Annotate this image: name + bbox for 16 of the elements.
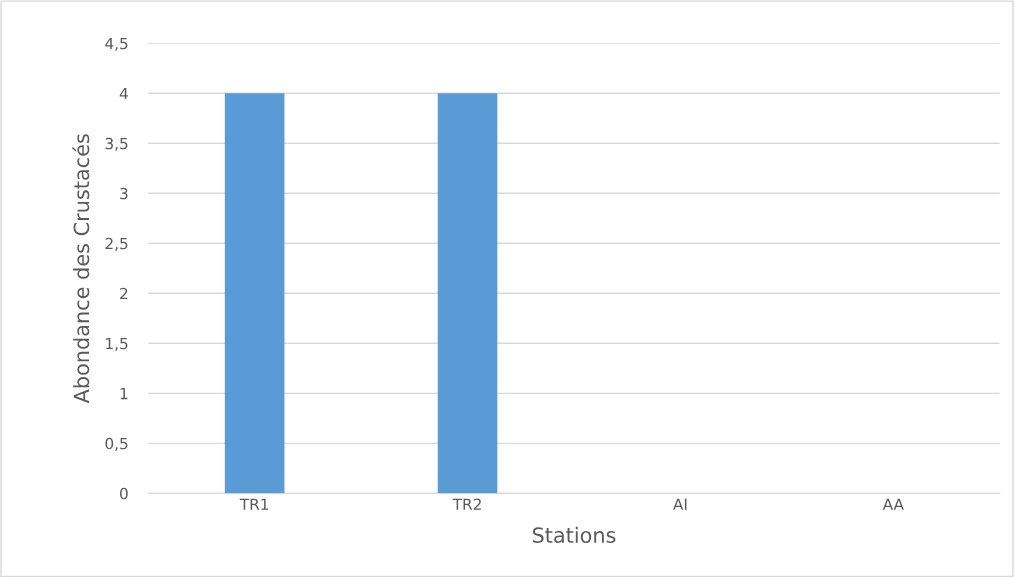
y-tick-label: 0,5 xyxy=(105,437,128,451)
y-tick-label: 3 xyxy=(120,187,128,200)
y-tick-label: 1,5 xyxy=(106,337,128,351)
y-tick-label: 2,5 xyxy=(105,237,128,251)
y-tick-label: 4 xyxy=(119,87,128,100)
y-tick-label: 4,5 xyxy=(105,37,128,51)
y-axis-title: Abondance des Crustacés xyxy=(72,134,90,404)
y-tick-label: 2 xyxy=(120,287,128,300)
y-tick-label: 1 xyxy=(120,387,128,400)
y-tick-label: 0 xyxy=(120,487,128,500)
x-tick-label: TR2 xyxy=(452,498,481,510)
x-axis-title: Stations xyxy=(532,526,616,543)
x-tick-label: AI xyxy=(673,498,687,510)
x-tick-label: AA xyxy=(882,498,904,510)
y-tick-label: 3,5 xyxy=(105,137,128,151)
x-tick-label: TR1 xyxy=(239,498,269,510)
